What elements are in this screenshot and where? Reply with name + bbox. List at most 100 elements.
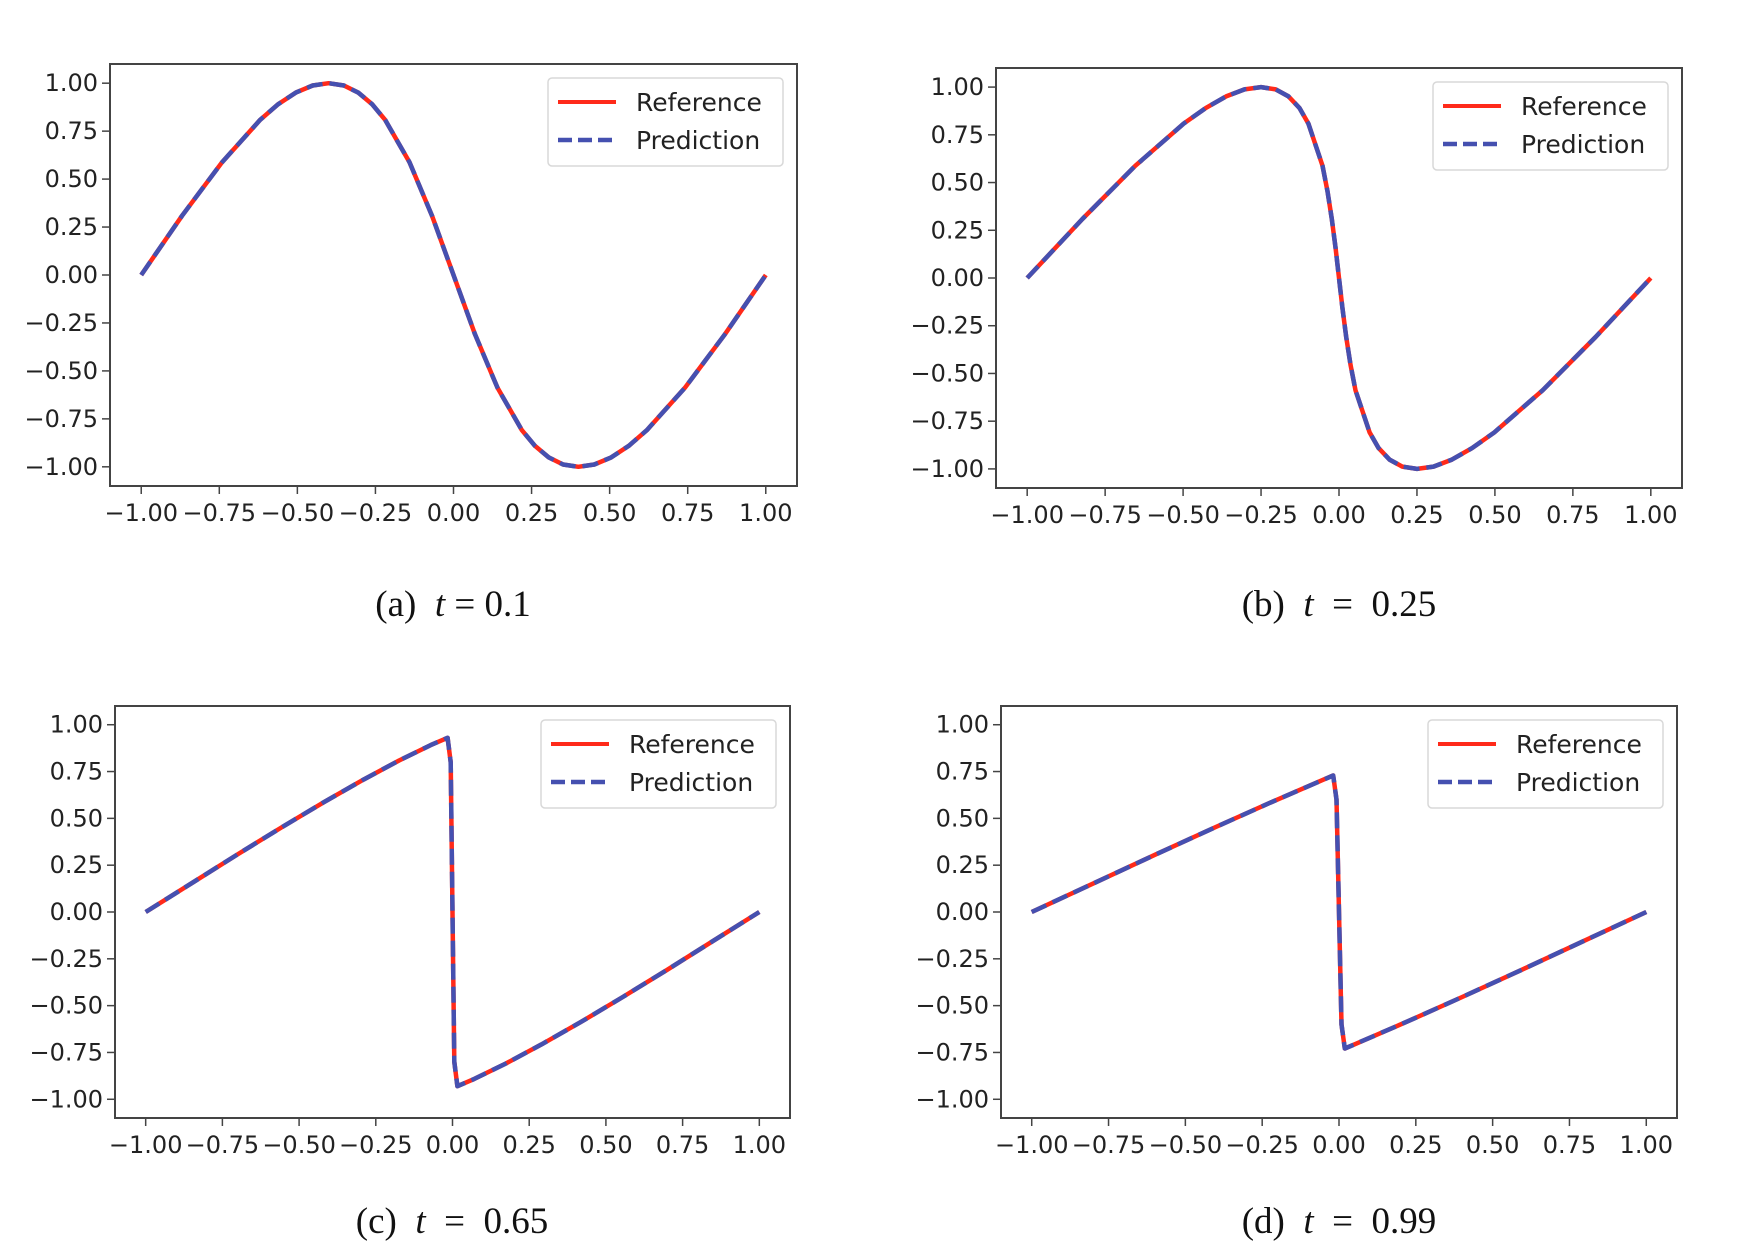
caption-label: (c) — [355, 1201, 397, 1242]
x-tick-label: −0.75 — [186, 1131, 260, 1159]
x-tick-label: 0.75 — [656, 1131, 709, 1159]
x-tick-label: −1.00 — [109, 1131, 183, 1159]
y-tick-label: 0.25 — [50, 851, 103, 879]
x-tick-label: 0.00 — [427, 499, 480, 527]
x-tick-label: −1.00 — [990, 501, 1064, 529]
subplot-d: −1.00 −0.75 −0.50 −0.25 0.00 0.25 0.50 0.75 1.00… — [915, 705, 1678, 1159]
caption-a: (a) t = 0.1 — [375, 584, 531, 625]
caption-var: t — [1303, 1201, 1314, 1242]
x-tick-label: −0.25 — [1224, 501, 1298, 529]
y-tick-label: 0.75 — [50, 758, 103, 786]
x-tick-label: 1.00 — [1620, 1131, 1673, 1159]
caption-label: (a) — [375, 584, 417, 625]
x-tick-label: 0.75 — [661, 499, 714, 527]
x-tick-label: 0.75 — [1546, 501, 1599, 529]
x-tick-label: −0.25 — [339, 499, 413, 527]
subplot-c: −1.00 −0.75 −0.50 −0.25 0.00 0.25 0.50 0.75 1.00… — [29, 705, 791, 1159]
y-tick-label: 1.00 — [936, 711, 989, 739]
x-tick-label: 0.25 — [505, 499, 558, 527]
x-tick-label: −0.25 — [339, 1131, 413, 1159]
x-tick-label: −0.75 — [183, 499, 257, 527]
x-tick-label: −1.00 — [104, 499, 178, 527]
y-tick-label: 0.75 — [931, 121, 984, 149]
axes-frame — [1000, 705, 1678, 1119]
x-tick-label: 0.00 — [426, 1131, 479, 1159]
y-tick-label: 1.00 — [50, 711, 103, 739]
x-tick-label: 0.00 — [1312, 501, 1365, 529]
caption-value: 0.25 — [1371, 584, 1437, 625]
y-tick-label: −1.00 — [24, 453, 98, 481]
x-tick-label: 0.25 — [1390, 501, 1443, 529]
y-tick-label: −0.25 — [910, 312, 984, 340]
y-tick-label: 0.25 — [45, 213, 98, 241]
y-tick-label: −0.75 — [910, 407, 984, 435]
y-tick-label: −0.50 — [910, 359, 984, 387]
y-tick-label: 0.50 — [931, 169, 984, 197]
y-tick-label: −1.00 — [915, 1085, 989, 1113]
legend: Reference Prediction — [1427, 719, 1664, 809]
x-tick-label: −0.50 — [1149, 1131, 1223, 1159]
y-tick-label: −0.25 — [24, 309, 98, 337]
subplot-a: −1.00 −0.75 −0.50 −0.25 0.00 0.25 0.50 0.75 1.00… — [24, 63, 798, 527]
caption-label: (b) — [1241, 584, 1285, 625]
y-tick-label: −0.75 — [915, 1038, 989, 1066]
caption-var: t — [434, 584, 446, 625]
x-tick-label: −0.50 — [261, 499, 335, 527]
x-tick-label: −0.25 — [1225, 1131, 1299, 1159]
caption-c: (c) t = 0.65 — [355, 1201, 549, 1242]
y-tick-label: 0.00 — [931, 264, 984, 292]
y-tick-label: 0.75 — [45, 117, 98, 145]
y-tick-label: 0.50 — [936, 804, 989, 832]
axes-frame — [109, 63, 798, 487]
y-tick-label: 0.25 — [936, 851, 989, 879]
legend-prediction-label: Prediction — [1516, 768, 1640, 797]
y-tick-label: −0.25 — [915, 945, 989, 973]
caption-d: (d) t = 0.99 — [1241, 1201, 1437, 1242]
legend-prediction-label: Prediction — [1521, 130, 1645, 159]
prediction-line — [1025, 84, 1653, 472]
x-tick-label: 0.25 — [1389, 1131, 1442, 1159]
prediction-line — [1030, 773, 1648, 1051]
y-tick-label: −0.50 — [24, 357, 98, 385]
legend: Reference Prediction — [1432, 81, 1669, 171]
legend-reference-label: Reference — [1521, 92, 1647, 121]
x-tick-label: 0.25 — [502, 1131, 555, 1159]
x-tick-label: −0.50 — [262, 1131, 336, 1159]
subplot-b: −1.00 −0.75 −0.50 −0.25 0.00 0.25 0.50 0.75 1.00… — [910, 67, 1683, 529]
legend-reference-label: Reference — [629, 730, 755, 759]
y-tick-label: 0.50 — [50, 804, 103, 832]
x-tick-label: 1.00 — [733, 1131, 786, 1159]
y-tick-label: −1.00 — [910, 455, 984, 483]
caption-value: 0.1 — [484, 584, 531, 625]
x-tick-label: 0.50 — [1466, 1131, 1519, 1159]
caption-var: t — [415, 1201, 426, 1242]
reference-line — [144, 735, 761, 1089]
y-tick-label: −0.50 — [29, 992, 103, 1020]
x-tick-label: 0.50 — [583, 499, 636, 527]
x-tick-label: −0.75 — [1072, 1131, 1146, 1159]
legend-prediction-label: Prediction — [629, 768, 753, 797]
y-tick-label: −0.75 — [24, 405, 98, 433]
x-tick-label: −1.00 — [995, 1131, 1069, 1159]
caption-b: (b) t = 0.25 — [1241, 584, 1437, 625]
axes-frame — [995, 67, 1683, 489]
y-tick-label: 0.00 — [936, 898, 989, 926]
prediction-line — [139, 80, 768, 470]
y-tick-label: 1.00 — [45, 69, 98, 97]
legend: Reference Prediction — [547, 77, 784, 167]
axes-frame — [114, 705, 791, 1119]
y-tick-label: 0.25 — [931, 216, 984, 244]
y-tick-label: 0.00 — [50, 898, 103, 926]
y-tick-label: 1.00 — [931, 73, 984, 101]
x-tick-label: 0.50 — [579, 1131, 632, 1159]
x-tick-label: 0.50 — [1468, 501, 1521, 529]
y-tick-label: 0.75 — [936, 758, 989, 786]
caption-value: 0.65 — [483, 1201, 549, 1242]
y-tick-label: 0.50 — [45, 165, 98, 193]
legend: Reference Prediction — [540, 719, 777, 809]
x-tick-label: 1.00 — [1624, 501, 1677, 529]
y-tick-label: 0.00 — [45, 261, 98, 289]
y-tick-label: −1.00 — [29, 1085, 103, 1113]
